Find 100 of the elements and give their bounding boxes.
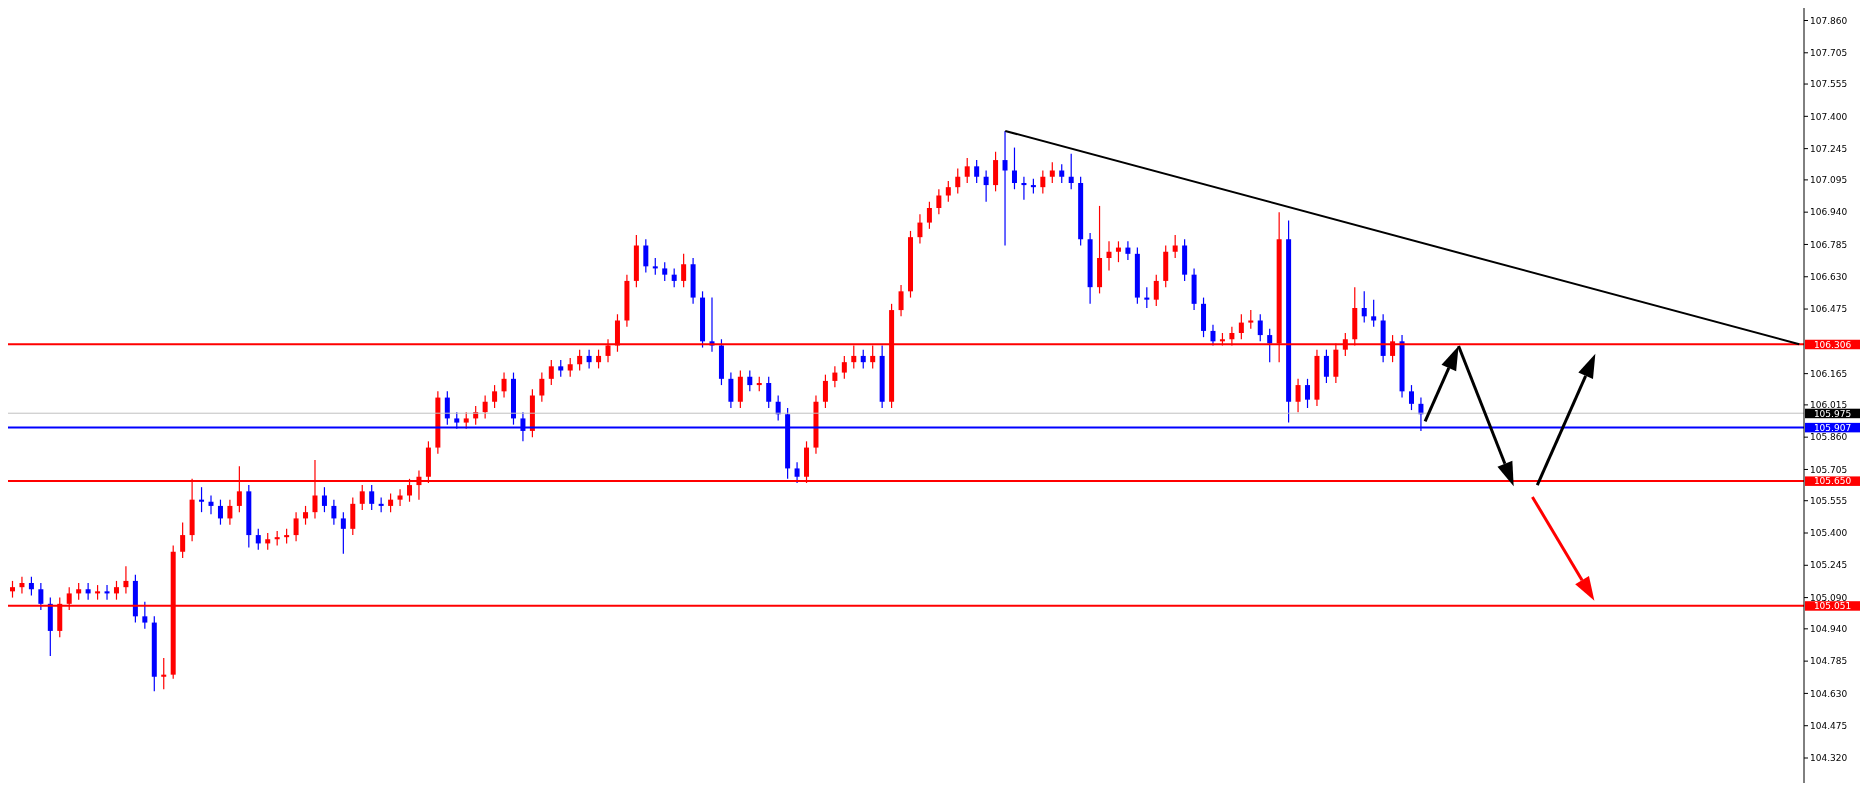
ref-line-label: 106.306 bbox=[1813, 339, 1852, 350]
candlestick bbox=[822, 374, 828, 409]
candlestick bbox=[926, 201, 932, 230]
candlestick bbox=[898, 284, 904, 317]
candlestick bbox=[85, 582, 91, 601]
candlestick bbox=[340, 511, 346, 555]
candlestick bbox=[577, 349, 583, 372]
candlestick bbox=[123, 565, 129, 595]
candlestick bbox=[1115, 240, 1121, 263]
candlestick bbox=[104, 584, 110, 601]
y-tick-label: 106.940 bbox=[1810, 207, 1848, 218]
candlestick bbox=[983, 169, 989, 203]
candlestick bbox=[728, 371, 734, 409]
candlestick bbox=[255, 528, 261, 551]
candlestick bbox=[28, 576, 34, 597]
ref-line-label: 105.650 bbox=[1813, 476, 1852, 487]
candlestick bbox=[662, 261, 668, 282]
y-tick-label: 106.630 bbox=[1810, 271, 1848, 282]
candlestick bbox=[19, 576, 25, 595]
y-tick-label: 104.320 bbox=[1810, 753, 1848, 764]
candlestick bbox=[388, 492, 394, 513]
candlestick bbox=[227, 499, 233, 526]
candlestick bbox=[321, 486, 327, 513]
candlestick bbox=[860, 349, 866, 370]
candlestick bbox=[1125, 240, 1131, 261]
y-tick-label: 104.630 bbox=[1810, 688, 1848, 699]
candlestick bbox=[1021, 176, 1027, 201]
candlestick bbox=[1248, 309, 1254, 330]
y-tick-label: 104.785 bbox=[1810, 656, 1848, 667]
candlestick bbox=[841, 355, 847, 380]
candlestick bbox=[1059, 163, 1065, 184]
y-tick-label: 107.400 bbox=[1810, 111, 1848, 122]
y-tick-label: 107.860 bbox=[1810, 15, 1848, 26]
candlestick bbox=[1267, 328, 1273, 363]
candlestick bbox=[974, 159, 980, 184]
candlestick bbox=[539, 371, 545, 403]
candlestick bbox=[293, 511, 299, 542]
candlestick bbox=[199, 486, 205, 513]
y-tick-label: 105.090 bbox=[1810, 592, 1848, 603]
y-tick-label: 106.785 bbox=[1810, 239, 1848, 250]
y-tick-label: 107.555 bbox=[1810, 79, 1848, 90]
y-tick-label: 105.555 bbox=[1810, 495, 1848, 506]
y-tick-label: 104.475 bbox=[1810, 720, 1848, 731]
candlestick bbox=[1408, 384, 1414, 411]
candlestick bbox=[794, 461, 800, 484]
candlestick bbox=[1002, 130, 1008, 247]
candlestick bbox=[1106, 240, 1112, 272]
candlestick bbox=[1153, 274, 1159, 307]
y-tick-label: 104.940 bbox=[1810, 624, 1848, 635]
candlestick bbox=[936, 188, 942, 215]
candlestick bbox=[208, 494, 214, 515]
candlestick bbox=[142, 601, 148, 630]
y-tick-label: 105.705 bbox=[1810, 464, 1848, 475]
candlestick bbox=[917, 213, 923, 245]
candlestick bbox=[586, 349, 592, 370]
candlestick bbox=[1361, 290, 1367, 324]
candlestick bbox=[1323, 349, 1329, 384]
candlestick bbox=[548, 359, 554, 386]
ref-line-label: 105.975 bbox=[1813, 408, 1852, 419]
candlestick bbox=[501, 371, 507, 399]
candlestick bbox=[113, 580, 119, 601]
y-tick-label: 105.860 bbox=[1810, 432, 1848, 443]
candlestick bbox=[161, 657, 167, 690]
candlestick bbox=[303, 505, 309, 526]
candlestick bbox=[964, 157, 970, 184]
y-tick-label: 105.400 bbox=[1810, 528, 1848, 539]
candlestick bbox=[1040, 169, 1046, 195]
y-tick-label: 107.705 bbox=[1810, 47, 1848, 58]
y-tick-label: 106.165 bbox=[1810, 368, 1848, 379]
candlestick bbox=[38, 582, 44, 611]
candlestick bbox=[1144, 286, 1150, 309]
candlestick bbox=[1172, 234, 1178, 259]
y-tick-label: 107.095 bbox=[1810, 175, 1848, 186]
candlestick bbox=[671, 267, 677, 288]
candlestick bbox=[1011, 146, 1017, 190]
candlestick bbox=[747, 369, 753, 392]
candlestick bbox=[1049, 161, 1055, 184]
candlestick bbox=[1305, 378, 1311, 409]
candlestick bbox=[180, 521, 186, 559]
candlestick bbox=[492, 384, 498, 409]
candlestick bbox=[1210, 324, 1216, 347]
candlestick bbox=[945, 180, 951, 203]
candlestick bbox=[955, 167, 961, 195]
candlestick bbox=[681, 253, 687, 288]
y-tick-label: 106.475 bbox=[1810, 304, 1848, 315]
candlestick bbox=[1257, 313, 1263, 342]
candlestick bbox=[331, 499, 337, 526]
candlestick bbox=[766, 376, 772, 409]
candlestick bbox=[369, 484, 375, 511]
candlestick bbox=[596, 349, 602, 370]
candlestick bbox=[482, 394, 488, 420]
candlestick bbox=[832, 365, 838, 388]
candlestick bbox=[1068, 153, 1074, 190]
candlestick bbox=[643, 238, 649, 274]
candlestick bbox=[1371, 299, 1377, 328]
candlestick bbox=[567, 357, 573, 378]
y-tick-label: 107.245 bbox=[1810, 143, 1848, 154]
ref-line-label: 105.907 bbox=[1813, 422, 1852, 433]
candlestick bbox=[1238, 313, 1244, 340]
candlestick bbox=[359, 484, 365, 511]
